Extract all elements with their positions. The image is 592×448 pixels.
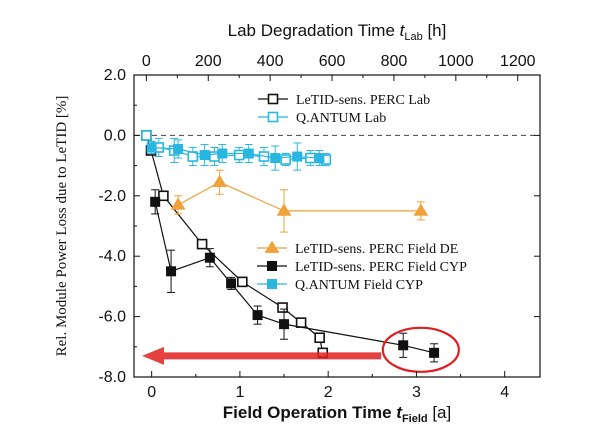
data-point [314,332,325,344]
legend-marker [264,240,280,253]
x2-tick-label: 800 [381,53,408,70]
legend-marker [267,279,277,289]
data-point [398,340,409,351]
data-point [292,151,303,162]
legend-marker [267,93,279,105]
legend-marker [267,111,279,123]
x2-tick-label: 200 [195,53,222,70]
legend-item: LeTID-sens. PERC Field DE [257,240,458,257]
legend-label: LeTID-sens. PERC Lab [296,93,430,108]
data-point [270,153,281,164]
y-tick-label: 2.0 [104,67,126,84]
x2-tick-label: 1200 [500,53,536,70]
data-point [237,276,248,288]
data-point [158,190,169,202]
legend-label: LeTID-sens. PERC Field DE [295,242,458,257]
x2-tick-label: 1000 [438,53,474,70]
data-point [243,148,254,159]
legend-item: Q.ANTUM Lab [258,111,386,126]
y-tick-label: -6.0 [98,309,126,326]
data-point [295,317,307,328]
data-point [173,143,184,154]
highlight-circle [381,326,460,373]
data-point [413,203,429,216]
data-point [276,203,292,216]
legend-label: Q.ANTUM Field CYP [295,278,423,293]
legend-label: LeTID-sens. PERC Field CYP [295,260,467,275]
legend-item: Q.ANTUM Field CYP [257,278,423,293]
x2-axis-label: Lab Degradation Time tLab [h] [228,21,447,43]
y-tick-label: -8.0 [98,369,126,386]
data-point [217,148,228,159]
data-point [280,154,291,165]
data-point [233,149,245,161]
data-point [226,278,237,289]
x2-tick-label: 400 [257,53,284,70]
data-point [279,319,290,330]
y-tick-label: -4.0 [98,248,126,265]
legend-item: LeTID-sens. PERC Field CYP [257,260,467,275]
data-point [199,150,210,161]
data-point [166,266,177,277]
x-axis-label: Field Operation Time tField [a] [223,403,451,425]
series-2 [170,169,429,233]
data-point [314,153,325,164]
data-point [429,347,440,358]
data-point [150,196,161,207]
data-point [212,174,227,188]
series-line [177,181,421,212]
data-point [141,130,152,141]
x-tick-label: 1 [235,384,244,401]
legend-marker [267,261,277,271]
red-arrow [142,346,382,365]
y-tick-label: 0.0 [104,127,126,144]
series-4 [146,139,325,171]
x2-tick-label: 600 [319,53,346,70]
data-point [146,142,157,153]
series-line [154,201,435,354]
x2-tick-label: 0 [142,53,151,70]
y-tick-label: -2.0 [98,188,126,205]
x-tick-label: 2 [324,384,333,401]
x-tick-label: 3 [412,384,421,401]
data-point [204,252,215,263]
data-point [196,238,208,250]
data-point [252,310,263,321]
x-tick-label: 4 [500,384,509,401]
legend-label: Q.ANTUM Lab [296,111,386,126]
y-axis-label: Rel. Module Power Loss due to LeTID [%] [54,96,70,357]
data-point [170,197,186,210]
series-3 [150,189,440,363]
x-tick-label: 0 [147,384,156,401]
plot-frame [133,74,541,378]
legend-item: LeTID-sens. PERC Lab [258,93,430,108]
data-point [277,302,288,313]
